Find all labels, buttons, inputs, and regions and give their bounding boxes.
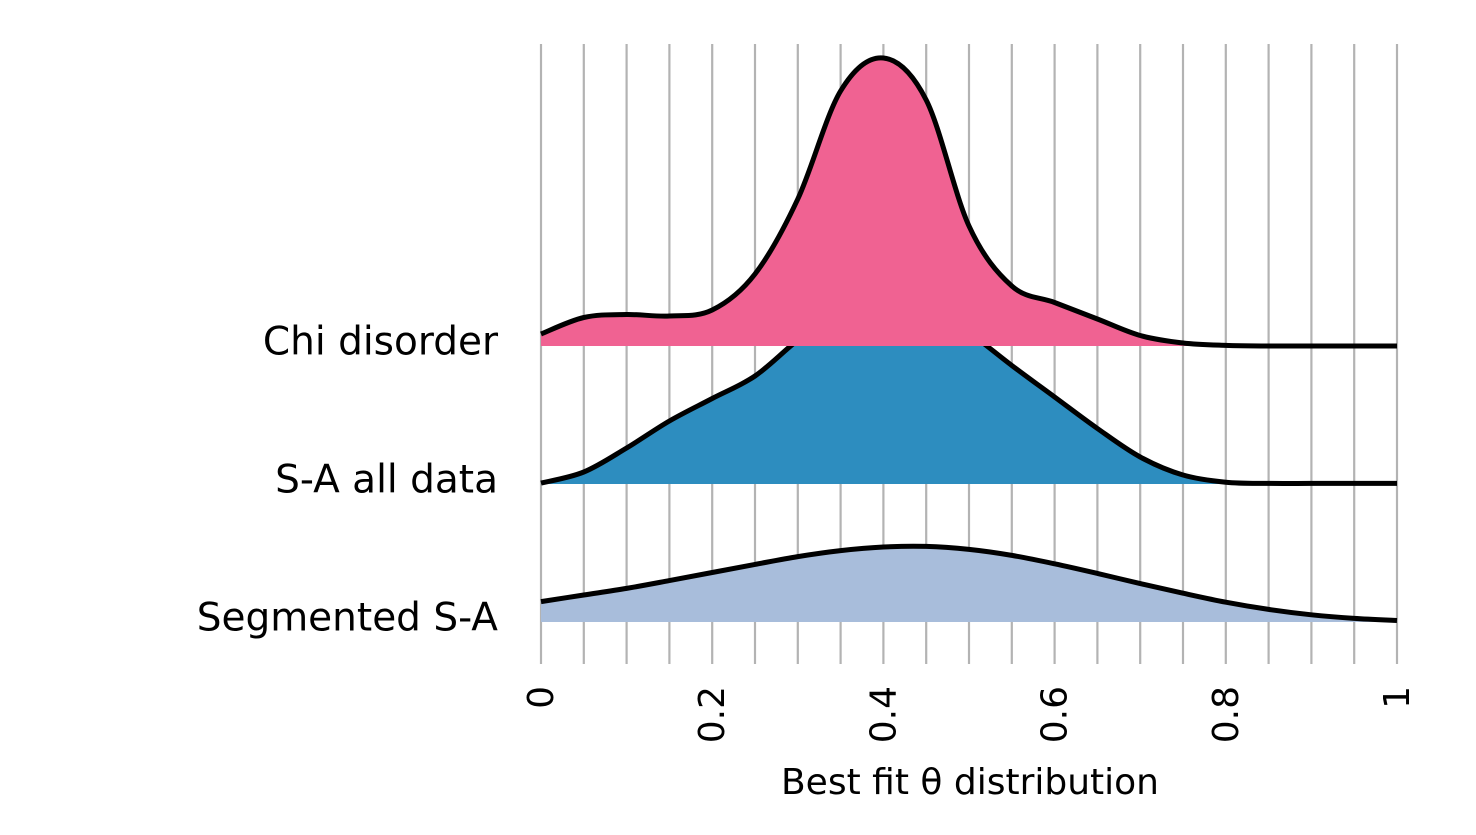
x-tick-label: 0.2 xyxy=(692,686,733,743)
x-tick-label: 0.4 xyxy=(863,686,904,743)
ridge-fill-s-a-all-data xyxy=(541,293,1397,484)
x-tick-label: 0.8 xyxy=(1206,686,1247,743)
ridge-line-chi-disorder xyxy=(540,55,1397,349)
ridge-line-segmented-s-a xyxy=(540,543,1398,623)
series-label-segmented-s-a: Segmented S-A xyxy=(197,596,499,641)
ridge-layer xyxy=(540,55,1398,623)
x-tick-label: 0 xyxy=(521,686,562,709)
x-axis-title: Best fit θ distribution xyxy=(781,762,1159,803)
tick-layer: 0 0.2 0.4 0.6 0.8 1 xyxy=(521,686,1418,743)
grid-layer xyxy=(539,44,1399,664)
x-tick-label: 1 xyxy=(1377,686,1418,709)
label-layer: Segmented S-A S-A all data Chi disorder xyxy=(197,320,499,641)
ridge-fill-chi-disorder xyxy=(541,57,1397,347)
series-label-chi-disorder: Chi disorder xyxy=(263,320,499,365)
x-tick-label: 0.6 xyxy=(1035,686,1076,743)
series-label-s-a-all-data: S-A all data xyxy=(275,458,498,503)
